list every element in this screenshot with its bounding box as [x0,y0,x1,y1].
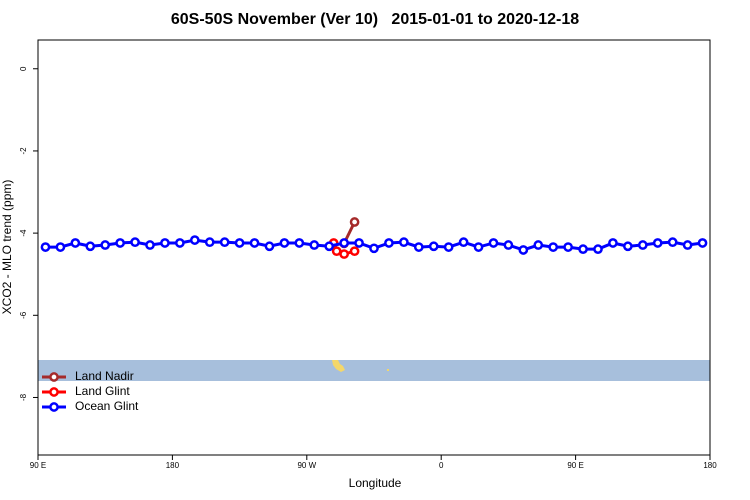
x-tick-label: 180 [703,461,717,470]
data-point [349,246,360,257]
data-point [593,244,603,254]
legend-label: Ocean Glint [75,399,139,413]
x-tick-label: 90 E [567,461,583,470]
chart-title: 60S-50S November (Ver 10) 2015-01-01 to … [171,11,579,28]
data-point [189,235,200,245]
data-point [667,237,678,248]
map-land [387,369,389,371]
y-tick-label: 0 [19,66,28,71]
data-point [548,242,559,252]
data-point [354,238,364,248]
data-point [488,238,499,248]
data-point [384,238,394,248]
legend-marker [49,387,59,397]
data-point [458,237,469,248]
y-tick-label: -6 [19,311,28,319]
data-point [443,242,454,252]
map-ocean-band [38,360,710,381]
data-point [309,240,320,250]
data-point [249,238,260,248]
data-point [369,243,379,254]
legend-label: Land Nadir [75,369,134,383]
data-point [100,240,111,250]
data-point [578,244,588,254]
data-point [160,238,170,248]
data-point [204,237,215,248]
data-point [324,241,335,252]
data-point [623,241,633,252]
data-point [503,240,514,250]
data-point [40,242,51,252]
x-tick-label: 90 W [297,461,316,470]
y-tick-label: -2 [19,147,28,155]
data-point [279,238,290,248]
x-axis-title: Longitude [349,476,402,490]
data-point [85,241,96,252]
data-point [697,238,708,248]
data-point [473,242,484,252]
data-point [349,217,360,227]
legend-label: Land Glint [75,384,130,398]
y-axis-title: XCO2 - MLO trend (ppm) [0,180,14,315]
data-point [533,240,544,250]
data-point [70,238,81,248]
data-point [518,245,529,255]
y-tick-label: -8 [19,393,28,401]
data-point [219,237,230,248]
x-tick-label: 90 E [30,461,46,470]
data-point [652,238,663,248]
data-point [331,246,342,257]
data-point [608,238,618,248]
data-point [413,242,424,252]
x-tick-label: 180 [166,461,180,470]
data-point [682,240,693,250]
data-point [130,237,140,248]
legend-marker [49,372,59,382]
data-point [339,238,349,248]
data-point [399,237,409,248]
data-point [563,242,573,252]
data-point [55,242,66,252]
x-tick-label: 0 [439,461,444,470]
data-point [234,238,245,248]
data-point [637,240,648,250]
data-point [264,241,275,252]
legend-marker [49,402,59,412]
plot-frame [37,39,711,456]
data-point [339,249,349,259]
y-tick-label: -4 [19,229,28,237]
data-point [175,238,185,248]
map-land [332,360,345,372]
data-point [115,238,125,248]
data-point [145,240,155,250]
data-point [294,238,305,248]
data-point [428,241,439,252]
